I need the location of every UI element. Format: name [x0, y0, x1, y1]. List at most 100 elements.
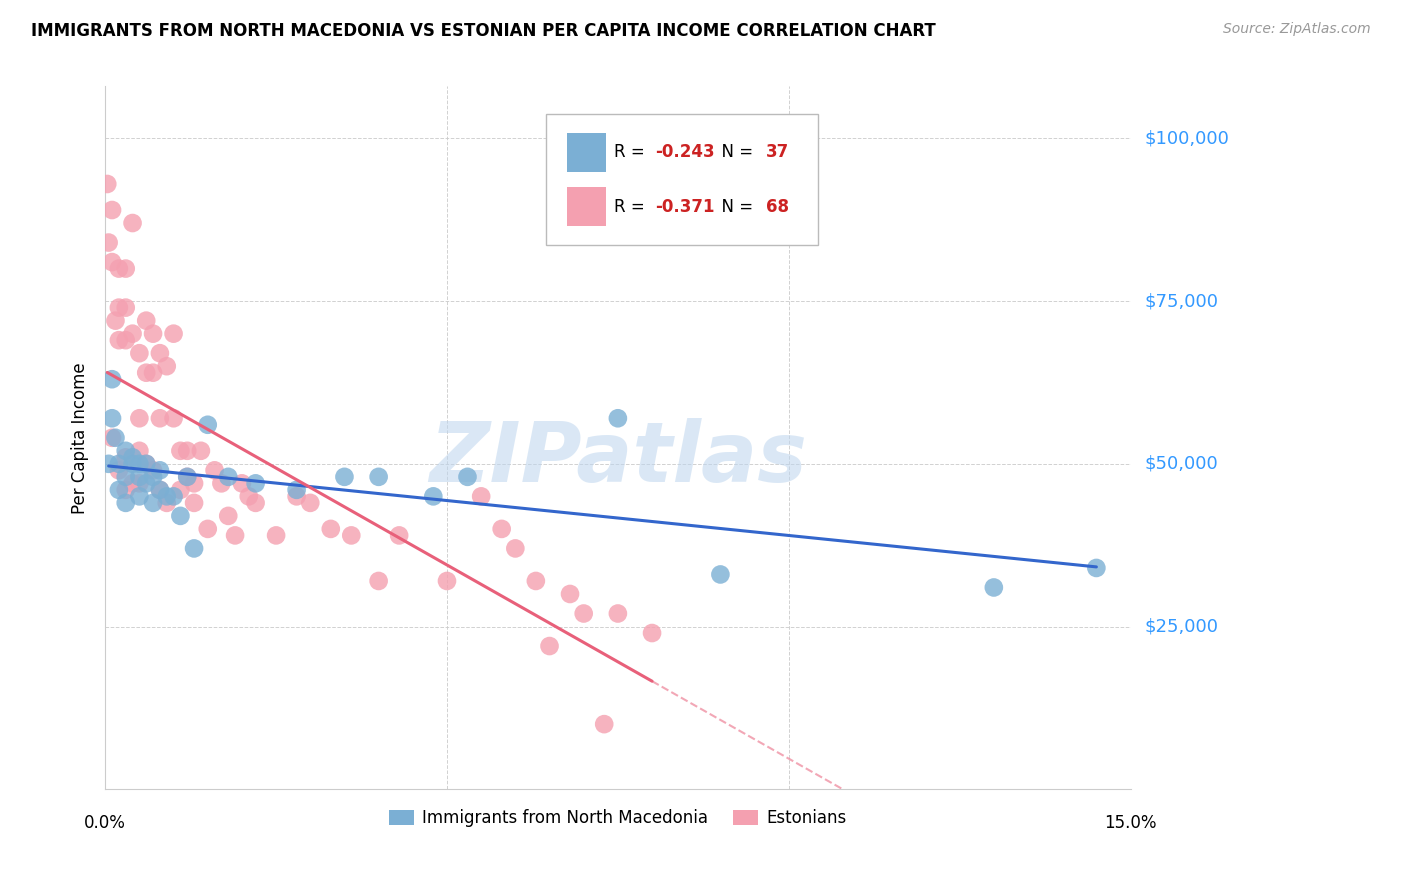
Point: [114, 483, 136, 497]
Point: [299, 496, 322, 510]
Point: [108, 301, 131, 315]
Point: [224, 528, 246, 542]
Point: [142, 496, 165, 510]
Point: [505, 541, 527, 556]
Point: [176, 470, 198, 484]
Point: [121, 450, 143, 465]
Point: [149, 346, 172, 360]
Point: [142, 470, 165, 484]
Point: [606, 411, 628, 425]
FancyBboxPatch shape: [567, 133, 606, 172]
Point: [128, 489, 150, 503]
Point: [114, 450, 136, 465]
Point: [388, 528, 411, 542]
Point: [422, 489, 444, 503]
Point: [217, 470, 239, 484]
Point: [101, 202, 124, 217]
Point: [340, 528, 363, 542]
Text: $25,000: $25,000: [1144, 617, 1219, 635]
FancyBboxPatch shape: [546, 114, 818, 244]
Y-axis label: Per Capita Income: Per Capita Income: [72, 362, 89, 514]
Point: [169, 483, 191, 497]
Point: [135, 457, 157, 471]
Point: [135, 313, 157, 327]
Point: [142, 463, 165, 477]
Point: [121, 326, 143, 341]
Point: [319, 522, 342, 536]
Point: [149, 463, 172, 477]
Text: 37: 37: [765, 144, 789, 161]
Point: [114, 261, 136, 276]
Point: [491, 522, 513, 536]
Point: [217, 508, 239, 523]
Point: [190, 443, 212, 458]
Point: [101, 372, 124, 386]
Text: $50,000: $50,000: [1144, 455, 1218, 473]
Point: [162, 411, 184, 425]
Point: [333, 470, 356, 484]
Point: [104, 431, 127, 445]
Text: R =: R =: [614, 144, 650, 161]
Point: [238, 489, 260, 503]
Point: [197, 417, 219, 432]
Point: [1085, 561, 1108, 575]
Point: [436, 574, 458, 588]
Point: [285, 489, 308, 503]
Point: [245, 476, 267, 491]
Point: [101, 431, 124, 445]
Point: [264, 528, 287, 542]
Point: [121, 476, 143, 491]
Point: [135, 457, 157, 471]
Point: [245, 496, 267, 510]
Point: [231, 476, 253, 491]
Point: [108, 483, 131, 497]
Point: [114, 496, 136, 510]
Point: [538, 639, 561, 653]
Point: [367, 470, 389, 484]
Legend: Immigrants from North Macedonia, Estonians: Immigrants from North Macedonia, Estonia…: [382, 802, 853, 834]
Point: [593, 717, 616, 731]
Point: [135, 366, 157, 380]
Text: IMMIGRANTS FROM NORTH MACEDONIA VS ESTONIAN PER CAPITA INCOME CORRELATION CHART: IMMIGRANTS FROM NORTH MACEDONIA VS ESTON…: [31, 22, 935, 40]
Point: [96, 177, 118, 191]
Text: $75,000: $75,000: [1144, 292, 1219, 310]
Text: ZIPatlas: ZIPatlas: [429, 418, 807, 500]
Point: [121, 216, 143, 230]
Point: [149, 483, 172, 497]
Point: [121, 457, 143, 471]
Point: [209, 476, 232, 491]
Point: [149, 411, 172, 425]
Text: R =: R =: [614, 197, 650, 216]
Point: [183, 496, 205, 510]
Point: [114, 301, 136, 315]
Text: N =: N =: [711, 144, 759, 161]
Point: [142, 326, 165, 341]
Point: [983, 581, 1005, 595]
Point: [524, 574, 547, 588]
Point: [101, 411, 124, 425]
Point: [108, 463, 131, 477]
Text: 0.0%: 0.0%: [84, 814, 127, 832]
Text: Source: ZipAtlas.com: Source: ZipAtlas.com: [1223, 22, 1371, 37]
Point: [142, 366, 165, 380]
Point: [204, 463, 226, 477]
Point: [97, 235, 120, 250]
Point: [558, 587, 581, 601]
Point: [108, 261, 131, 276]
Point: [606, 607, 628, 621]
Point: [162, 489, 184, 503]
Point: [128, 346, 150, 360]
Point: [156, 489, 179, 503]
Point: [135, 476, 157, 491]
Point: [470, 489, 492, 503]
Point: [114, 333, 136, 347]
Point: [101, 255, 124, 269]
Point: [285, 483, 308, 497]
Point: [156, 496, 179, 510]
Point: [128, 476, 150, 491]
Point: [169, 508, 191, 523]
Point: [114, 470, 136, 484]
Point: [108, 457, 131, 471]
Text: 15.0%: 15.0%: [1104, 814, 1157, 832]
Point: [128, 470, 150, 484]
